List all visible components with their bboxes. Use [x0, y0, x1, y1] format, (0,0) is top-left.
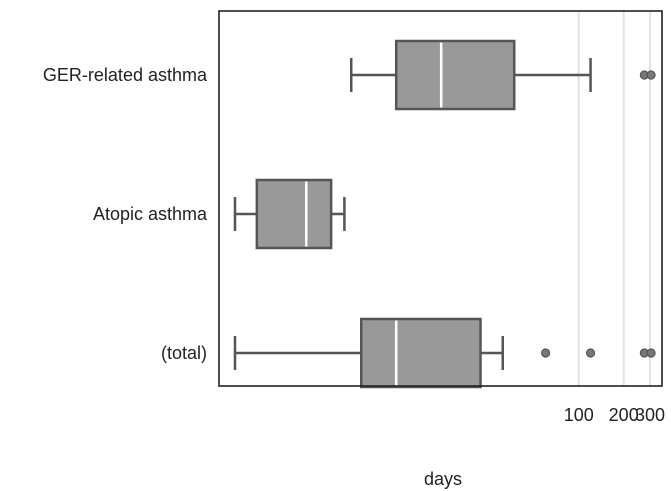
category-label-1: Atopic asthma: [93, 204, 208, 224]
box-group-0: [349, 39, 656, 111]
category-labels: GER-related asthma Atopic asthma (total): [43, 65, 208, 363]
category-label-0: GER-related asthma: [43, 65, 208, 85]
outlier-point: [585, 348, 596, 358]
box-group-1: [233, 178, 346, 250]
iqr-box: [359, 317, 482, 389]
outlier-point: [646, 70, 656, 80]
category-label-2: (total): [161, 343, 207, 363]
iqr-box: [255, 178, 333, 250]
outlier-point: [540, 348, 551, 358]
plot-frame: [218, 10, 663, 387]
x-tick-label-100: 100: [564, 405, 594, 425]
boxes: [233, 39, 656, 389]
outlier-point: [646, 348, 656, 358]
box-group-2: [233, 317, 656, 389]
x-axis-title: days: [424, 469, 462, 489]
x-tick-label-300: 300: [635, 405, 665, 425]
x-tick-label-200: 200: [609, 405, 639, 425]
iqr-box: [394, 39, 516, 111]
